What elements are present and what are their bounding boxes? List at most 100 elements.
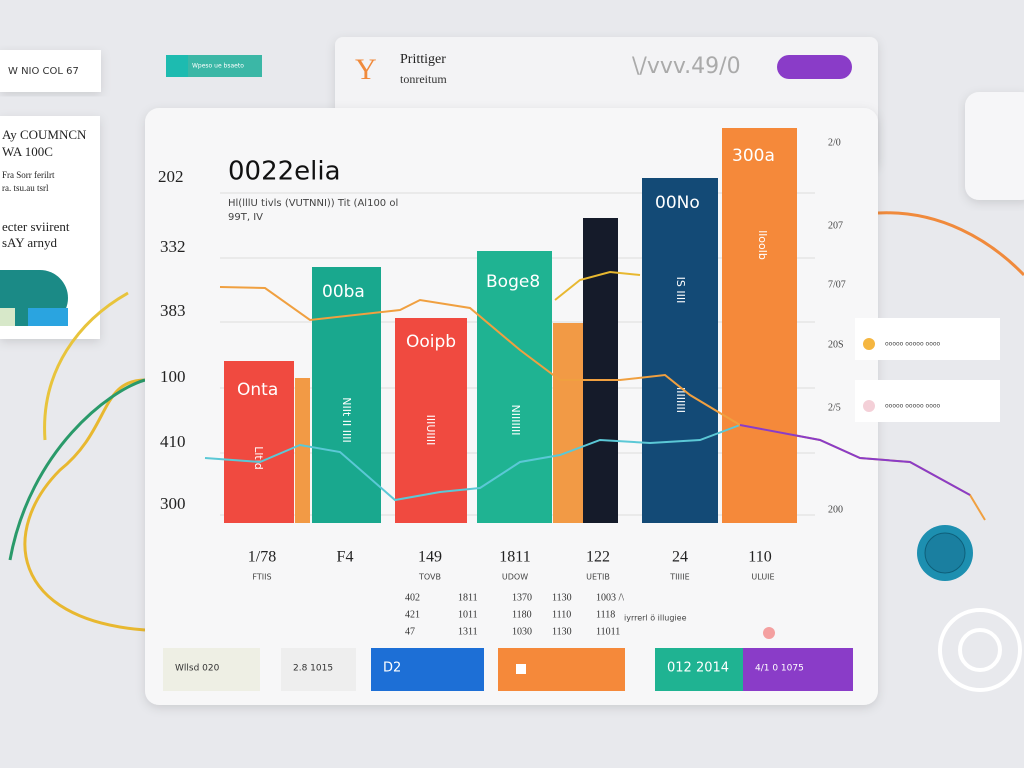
y-tick-label: 332: [160, 237, 186, 256]
trend-line: [554, 270, 641, 301]
x-sub-label: UETIB: [586, 573, 610, 582]
chart-subtitle: 99T, IV: [228, 212, 263, 223]
x-tick-label: 110: [748, 549, 771, 566]
tag: [166, 55, 262, 77]
bar-text: lloolb: [756, 230, 769, 260]
bar: [583, 218, 618, 523]
trend-line: [739, 424, 971, 496]
x-tick-label: F4: [337, 549, 354, 566]
bar: [224, 361, 294, 523]
note-dot: [863, 400, 875, 412]
table-cell: 1118: [596, 609, 615, 620]
x-tick-label: 24: [672, 549, 688, 566]
table-cell: 1311: [458, 626, 478, 637]
bar-label: Boge8: [486, 272, 540, 292]
clock-face: [924, 532, 966, 574]
button[interactable]: [281, 648, 356, 691]
side-card: [0, 50, 101, 92]
table-cell: 1811: [458, 592, 478, 603]
tag-icon: [166, 55, 188, 77]
y2-tick-label: 2/5: [828, 402, 841, 413]
button[interactable]: [163, 648, 260, 691]
logo: Y: [355, 53, 377, 86]
button-label: D2: [383, 661, 401, 676]
side-label: W NIO COL 67: [8, 66, 79, 77]
x-sub-label: FTIIS: [252, 573, 271, 582]
bar: [642, 178, 718, 523]
x-sub-label: TOVB: [418, 573, 441, 582]
side-text: WA 100C: [2, 144, 53, 159]
header-code: \/vvv.49/0: [632, 54, 741, 79]
bar-label: 00No: [655, 193, 700, 213]
header-button[interactable]: [777, 55, 852, 79]
side-text: ra. tsu.au tsrl: [2, 183, 49, 193]
ring-icon: [938, 608, 1022, 692]
tag-text: Wpeso ue bsaeto: [192, 63, 244, 70]
chart-subtitle: Hl(lllU tivls (VUTNNI)) Tit (Al100 ol: [228, 198, 398, 209]
bar: [395, 318, 467, 523]
y2-tick-label: 7/07: [828, 279, 846, 290]
table-note: iyrrerl ö illugiee: [624, 614, 687, 623]
note-text: ooooo ooooo oooo: [885, 341, 941, 348]
y-tick-label: 300: [160, 494, 186, 513]
bar-text: NIIt II IIII: [340, 397, 353, 443]
bar: [553, 323, 583, 523]
button[interactable]: [655, 648, 743, 691]
table-cell: 1003 /\: [596, 592, 624, 603]
header-subtitle: tonreitum: [400, 72, 447, 86]
y-tick-label: 410: [160, 432, 186, 451]
header-title: Prittiger: [400, 52, 446, 67]
note-card: [855, 380, 1000, 422]
x-tick-label: 122: [586, 549, 610, 566]
side-text: sAY arnyd: [2, 235, 58, 250]
y2-tick-label: 200: [828, 504, 843, 515]
bar: [477, 251, 552, 523]
wire: [43, 291, 129, 441]
table-cell: 1130: [552, 626, 572, 637]
bar: [722, 128, 797, 523]
side-chart-part: [28, 308, 68, 326]
wire: [8, 378, 146, 561]
trend-line: [204, 424, 741, 502]
x-sub-label: UDOW: [502, 573, 528, 582]
ring-icon: [958, 628, 1002, 672]
x-tick-label: 1/78: [248, 549, 276, 566]
table-cell: 1180: [512, 609, 532, 620]
bar-label: Onta: [237, 380, 278, 400]
button-label: 2.8 1015: [293, 664, 333, 674]
table-cell: 1130: [552, 592, 572, 603]
bar-label: Ooipb: [406, 332, 456, 352]
table-cell: 1030: [512, 626, 532, 637]
y-tick-label: 100: [160, 367, 186, 386]
bar-text: Lltid: [252, 446, 265, 470]
table-cell: 1110: [552, 609, 571, 620]
chart-title: 0022elia: [228, 157, 341, 187]
side-text: Ay COUMNCN: [2, 127, 87, 142]
bar: [312, 267, 381, 523]
wire: [877, 211, 1024, 277]
note-card: [855, 318, 1000, 360]
bar: [295, 378, 310, 523]
note-text: ooooo ooooo oooo: [885, 403, 941, 410]
table-cell: 1011: [458, 609, 478, 620]
y-axis-label: 202: [158, 167, 184, 186]
button-label: 012 2014: [667, 661, 729, 676]
button[interactable]: [371, 648, 484, 691]
table-cell: 1370: [512, 592, 532, 603]
x-sub-label: ULUIE: [751, 573, 774, 582]
dot: [763, 627, 775, 639]
button-label: Wllsd 020: [175, 664, 220, 674]
side-text: ecter sviirent: [2, 219, 70, 234]
bar-text: NIIIIIII: [509, 405, 522, 436]
side-chart-part: [0, 308, 15, 326]
side-text: Fra Sorr ferilrt: [2, 170, 55, 180]
bar-text: IIIIIIII: [674, 387, 687, 413]
button[interactable]: [743, 648, 853, 691]
button-label: 4/1 0 1075: [755, 664, 804, 674]
device: [965, 92, 1024, 200]
bar-text: IIIUIIII: [424, 415, 437, 446]
bar-text: IS IIII: [674, 277, 687, 304]
note-dot: [863, 338, 875, 350]
x-tick-label: 1811: [499, 549, 530, 566]
